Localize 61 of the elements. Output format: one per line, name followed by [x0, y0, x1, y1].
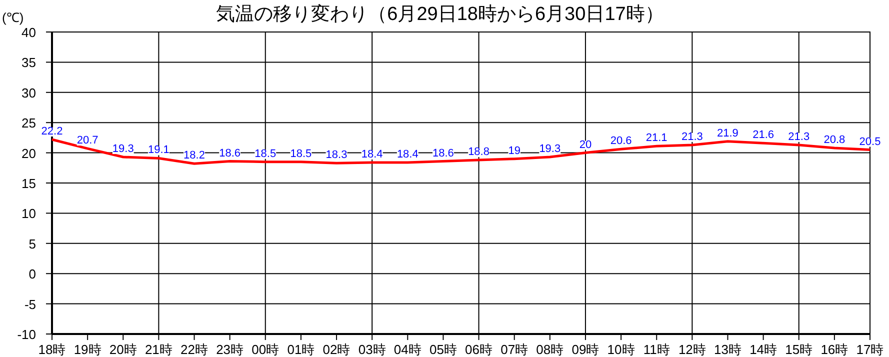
y-tick-label: 20	[22, 146, 36, 161]
x-tick-label: 08時	[536, 342, 564, 357]
x-tick-label: 19時	[74, 342, 102, 357]
data-label: 20.5	[859, 136, 881, 148]
x-tick-label: 01時	[287, 342, 315, 357]
x-tick-label: 20時	[109, 342, 137, 357]
data-label: 21.1	[646, 132, 668, 144]
data-label: 22.2	[41, 126, 63, 138]
x-tick-label: 15時	[785, 342, 813, 357]
data-label: 20.6	[610, 135, 632, 148]
x-tick-label: 02時	[322, 342, 350, 357]
y-tick-label: 40	[22, 25, 36, 40]
y-tick-label: 10	[22, 206, 36, 222]
x-tick-label: 14時	[750, 342, 778, 357]
data-label: 18.4	[361, 148, 383, 160]
y-tick-label: 5	[28, 236, 36, 252]
x-tick-label: 10時	[607, 342, 635, 357]
x-tick-label: 17時	[856, 342, 884, 357]
x-tick-label: 11時	[643, 342, 670, 357]
y-tick-label: 0	[28, 266, 36, 282]
x-tick-label: 07時	[500, 342, 528, 357]
x-tick-label: 22時	[180, 342, 208, 357]
y-tick-label: 35	[22, 55, 36, 70]
x-tick-label: 16時	[820, 342, 848, 357]
data-label: 19.1	[148, 144, 170, 156]
y-axis-title: (℃)	[2, 10, 24, 25]
x-tick-label: 09時	[572, 342, 600, 357]
x-tick-label: 04時	[394, 342, 422, 357]
data-label: 18.4	[396, 148, 418, 160]
x-tick-label: 23時	[216, 342, 244, 357]
data-label: 19.3	[539, 143, 561, 156]
data-label: 20.8	[824, 134, 846, 146]
y-tick-label: -10	[17, 327, 36, 342]
x-tick-label: 06時	[465, 342, 493, 357]
data-label: 18.6	[432, 147, 454, 160]
data-label: 20	[579, 138, 592, 151]
x-tick-label: 21時	[144, 342, 172, 357]
data-label: 21.9	[717, 127, 738, 140]
data-label: 18.6	[219, 147, 241, 160]
y-tick-label: 15	[22, 176, 36, 191]
data-label: 21.6	[752, 129, 774, 142]
x-tick-label: 13時	[714, 342, 742, 357]
x-tick-label: 05時	[429, 342, 457, 357]
data-label: 21.3	[681, 130, 703, 143]
data-label: 19.3	[112, 143, 134, 156]
data-label: 18.2	[184, 150, 205, 162]
y-tick-label: 30	[22, 85, 36, 100]
x-tick-label: 03時	[358, 342, 386, 357]
data-label: 18.5	[290, 148, 312, 160]
data-label: 18.8	[468, 146, 490, 158]
chart-title: 気温の移り変わり（6月29日18時から6月30日17時）	[216, 3, 664, 25]
x-tick-label: 00時	[252, 342, 280, 357]
y-tick-label: -5	[24, 296, 36, 312]
data-label: 19	[508, 144, 520, 157]
data-label: 18.3	[326, 149, 348, 162]
data-label: 18.5	[254, 148, 276, 160]
x-tick-label: 18時	[38, 342, 66, 357]
data-label: 20.7	[76, 134, 98, 147]
y-tick-label: 25	[22, 116, 36, 131]
x-tick-label: 12時	[678, 342, 706, 357]
data-label: 21.3	[788, 130, 810, 143]
